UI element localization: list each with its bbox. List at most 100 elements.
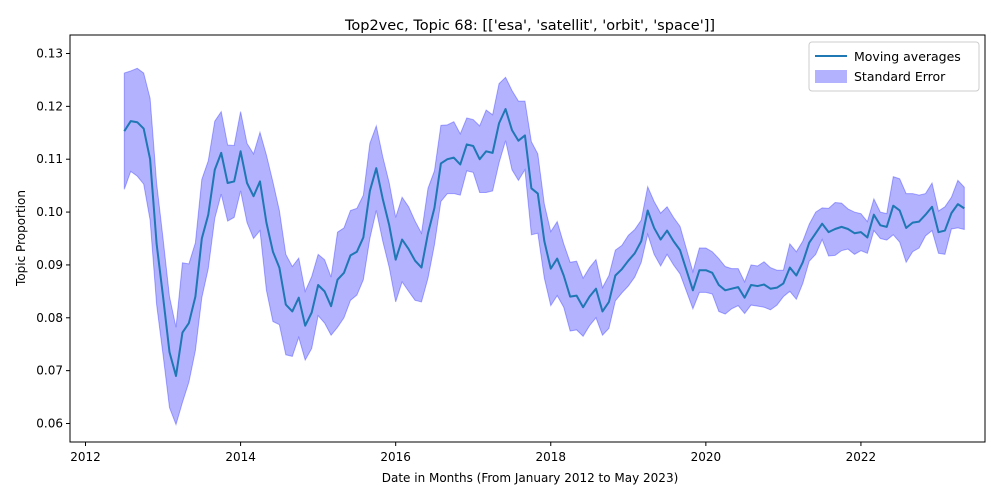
data-point (957, 203, 959, 205)
legend-label-moving-averages: Moving averages (854, 49, 961, 64)
data-point (672, 240, 674, 242)
y-tick-label: 0.07 (36, 364, 63, 378)
data-point (478, 158, 480, 160)
data-point (963, 207, 965, 209)
legend-label-standard-error: Standard Error (854, 69, 946, 84)
data-point (853, 232, 855, 234)
y-tick-label: 0.09 (36, 258, 63, 272)
data-point (918, 220, 920, 222)
data-point (789, 266, 791, 268)
chart-title: Top2vec, Topic 68: [['esa', 'satellit', … (344, 18, 715, 34)
data-point (175, 375, 177, 377)
x-tick-label: 2012 (70, 450, 101, 464)
data-point (892, 205, 894, 207)
data-point (575, 294, 577, 296)
data-point (627, 260, 629, 262)
data-point (239, 150, 241, 152)
data-point (776, 286, 778, 288)
data-point (388, 224, 390, 226)
data-point (517, 140, 519, 142)
data-point (278, 266, 280, 268)
data-point (537, 192, 539, 194)
data-point (530, 187, 532, 189)
y-axis-ticks: 0.06 0.07 0.08 0.09 0.10 0.11 0.12 0.13 (36, 47, 70, 431)
data-point (556, 257, 558, 259)
data-point (130, 120, 132, 122)
data-point (181, 331, 183, 333)
data-point (763, 283, 765, 285)
data-point (504, 108, 506, 110)
data-point (356, 251, 358, 253)
data-point (705, 269, 707, 271)
data-point (220, 152, 222, 154)
data-point (582, 306, 584, 308)
data-point (730, 288, 732, 290)
data-point (285, 303, 287, 305)
data-point (485, 150, 487, 152)
data-point (750, 284, 752, 286)
legend-box (808, 41, 980, 92)
data-point (472, 145, 474, 147)
x-tick-label: 2022 (846, 450, 877, 464)
data-point (931, 206, 933, 208)
data-point (924, 214, 926, 216)
data-point (343, 272, 345, 274)
axes-frame (69, 34, 986, 443)
moving-average-line (123, 108, 965, 377)
data-point (265, 221, 267, 223)
data-point (323, 290, 325, 292)
data-point (588, 295, 590, 297)
x-tick-label: 2020 (691, 450, 722, 464)
data-point (246, 182, 248, 184)
data-point (369, 190, 371, 192)
data-point (272, 251, 274, 253)
data-point (737, 286, 739, 288)
data-point (950, 212, 952, 214)
data-point (802, 261, 804, 263)
data-point (136, 121, 138, 123)
data-point (621, 268, 623, 270)
data-point (640, 240, 642, 242)
data-point (362, 236, 364, 238)
data-point (827, 231, 829, 233)
data-point (168, 351, 170, 353)
x-tick-label: 2018 (535, 450, 566, 464)
y-tick-label: 0.10 (36, 205, 63, 219)
data-point (407, 248, 409, 250)
data-point (782, 282, 784, 284)
data-point (401, 238, 403, 240)
data-point (815, 232, 817, 234)
data-point (524, 134, 526, 136)
data-point (866, 236, 868, 238)
data-point (194, 295, 196, 297)
data-point (711, 272, 713, 274)
y-tick-label: 0.08 (36, 311, 63, 325)
data-point (808, 242, 810, 244)
data-point (466, 143, 468, 145)
data-point (634, 252, 636, 254)
data-point (123, 130, 125, 132)
data-point (653, 227, 655, 229)
data-point (911, 221, 913, 223)
data-point (550, 267, 552, 269)
data-point (659, 238, 661, 240)
data-point (149, 158, 151, 160)
data-point (944, 229, 946, 231)
data-point (453, 156, 455, 158)
data-point (304, 325, 306, 327)
y-axis-label: Topic Proportion (14, 190, 28, 287)
data-point (446, 158, 448, 160)
data-point (511, 129, 513, 131)
data-point (259, 180, 261, 182)
data-point (491, 152, 493, 154)
legend: Moving averages Standard Error (808, 41, 980, 92)
data-point (310, 311, 312, 313)
x-axis-ticks: 2012 2014 2016 2018 2020 2022 (70, 442, 876, 464)
data-point (879, 224, 881, 226)
data-point (743, 297, 745, 299)
data-point (698, 269, 700, 271)
y-tick-label: 0.12 (36, 99, 63, 113)
data-point (162, 295, 164, 297)
data-point (692, 289, 694, 291)
